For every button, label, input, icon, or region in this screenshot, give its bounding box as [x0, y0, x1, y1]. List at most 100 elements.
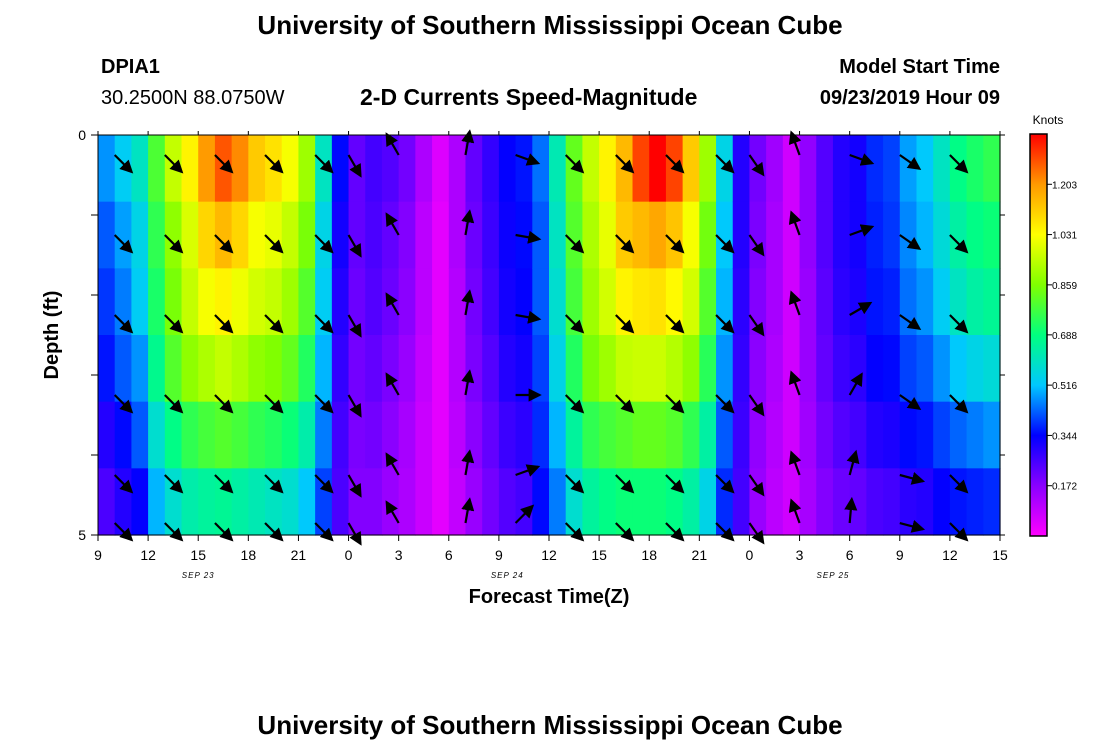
heat-cell — [599, 268, 617, 336]
heat-cell — [532, 201, 550, 269]
heat-cell — [98, 335, 116, 403]
heat-cell — [381, 468, 400, 536]
current-arrow — [214, 474, 234, 494]
heat-cell — [899, 201, 918, 269]
heat-cell — [682, 135, 700, 203]
current-arrow — [715, 474, 735, 494]
heat-cell — [365, 201, 383, 269]
heat-cell — [866, 268, 884, 336]
heat-cell — [933, 268, 951, 336]
heat-cell — [549, 401, 567, 469]
current-arrow — [264, 234, 284, 254]
x-tick-label: 15 — [992, 547, 1008, 563]
current-arrow — [665, 234, 685, 254]
y-tick-label: 0 — [78, 127, 86, 143]
heat-cell — [415, 401, 433, 469]
heat-cell — [883, 135, 901, 203]
heat-cell — [148, 335, 166, 403]
date-labels: SEP 23 SEP 24 SEP 25 — [182, 571, 850, 580]
heat-cell — [832, 135, 851, 203]
heat-cell — [916, 268, 934, 336]
current-arrow — [899, 394, 922, 411]
current-arrow — [564, 154, 585, 174]
heat-cell — [465, 335, 483, 403]
heat-cell — [532, 268, 550, 336]
heat-cell — [732, 268, 751, 336]
x-axis: 9 12 15 18 21 0 3 6 9 12 15 18 21 0 3 6 9 12 15 — [94, 131, 1008, 563]
x-tick-label: 9 — [94, 547, 102, 563]
current-arrow — [788, 290, 802, 316]
heat-cell — [131, 335, 149, 403]
heat-cell — [498, 135, 517, 203]
heat-cell — [582, 335, 600, 403]
date-label: SEP 23 — [182, 571, 215, 580]
heat-cell — [832, 335, 851, 403]
heat-cell — [482, 201, 500, 269]
current-arrow — [385, 212, 400, 236]
current-arrow — [314, 474, 334, 494]
heat-cell — [398, 268, 416, 336]
heat-cell — [214, 268, 233, 336]
heat-cell — [281, 135, 300, 203]
heat-cell — [114, 201, 133, 269]
current-arrow — [214, 394, 234, 414]
heat-cell — [565, 401, 584, 469]
heat-cell — [782, 135, 801, 203]
current-arrow — [461, 209, 475, 236]
heat-cell — [966, 335, 984, 403]
heat-cell — [331, 468, 350, 536]
current-arrow — [264, 394, 284, 414]
current-arrow — [385, 372, 400, 396]
heat-cell — [515, 335, 533, 403]
heat-cell — [181, 135, 199, 203]
heat-cell — [432, 135, 450, 203]
heat-cell — [131, 268, 149, 336]
heat-cell — [582, 468, 600, 536]
heat-cell — [799, 135, 817, 203]
heat-cell — [181, 201, 199, 269]
heat-cell — [582, 201, 600, 269]
heat-cell — [716, 201, 734, 269]
heat-cell — [281, 201, 300, 269]
current-arrow — [748, 154, 765, 177]
heat-cell — [549, 201, 567, 269]
heat-cell — [682, 468, 700, 536]
heat-cell — [699, 135, 717, 203]
heat-cell — [665, 401, 684, 469]
current-arrow — [214, 154, 234, 174]
current-arrow — [715, 154, 735, 174]
date-label: SEP 25 — [817, 571, 850, 580]
current-arrow — [615, 474, 635, 494]
current-arrows — [113, 129, 969, 546]
heat-cell — [515, 468, 533, 536]
heat-cell — [866, 468, 884, 536]
current-arrow — [788, 210, 802, 236]
heat-cell — [899, 335, 918, 403]
heat-cell — [365, 268, 383, 336]
heat-cell — [966, 201, 984, 269]
colorbar-tick-label: 1.031 — [1052, 231, 1077, 242]
heat-cell — [148, 268, 166, 336]
current-arrow — [849, 301, 873, 316]
heat-cell — [482, 135, 500, 203]
colorbar-tick-label: 0.516 — [1052, 381, 1077, 392]
heat-cell — [231, 135, 249, 203]
heat-cell — [415, 335, 433, 403]
heat-cell — [565, 335, 584, 403]
heat-cell — [281, 268, 300, 336]
x-tick-label: 6 — [445, 547, 453, 563]
current-arrow — [788, 130, 802, 156]
current-arrow — [113, 474, 134, 494]
x-tick-label: 18 — [241, 547, 257, 563]
heat-cell — [549, 135, 567, 203]
heat-cell — [766, 268, 784, 336]
x-axis-label: Forecast Time(Z) — [469, 586, 630, 608]
current-arrow — [461, 369, 475, 396]
heat-cell — [732, 335, 751, 403]
x-tick-label: 15 — [591, 547, 607, 563]
heat-cell — [381, 201, 400, 269]
current-arrow — [899, 234, 922, 251]
current-arrow — [314, 522, 334, 542]
heat-cell — [883, 268, 901, 336]
